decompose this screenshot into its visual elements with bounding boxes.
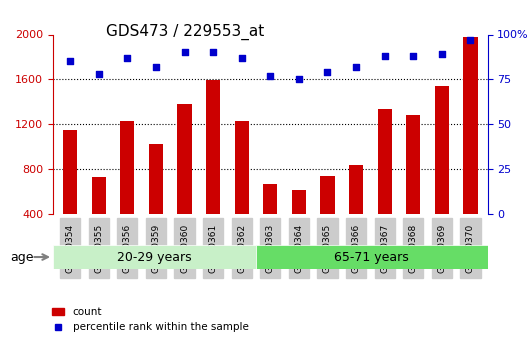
Bar [92, 177, 106, 259]
Point [381, 53, 389, 59]
Point [266, 73, 275, 79]
Bar [320, 176, 334, 259]
Bar [178, 104, 192, 259]
Point [123, 55, 131, 61]
Point [295, 77, 303, 82]
Text: 65-71 years: 65-71 years [334, 250, 409, 264]
Point [409, 53, 418, 59]
Point [237, 55, 246, 61]
Bar [292, 190, 306, 259]
Bar [149, 144, 163, 259]
Bar [206, 80, 220, 259]
Bar [463, 37, 478, 259]
Point [209, 50, 217, 55]
Bar [406, 115, 420, 259]
Point [323, 69, 332, 75]
Bar [435, 86, 449, 259]
Point [352, 64, 360, 70]
Point [180, 50, 189, 55]
Point [438, 51, 446, 57]
FancyBboxPatch shape [53, 245, 256, 269]
Bar [63, 130, 77, 259]
Text: age: age [11, 250, 34, 264]
Bar [235, 121, 249, 259]
Text: 20-29 years: 20-29 years [117, 250, 192, 264]
Text: GDS473 / 229553_at: GDS473 / 229553_at [107, 24, 264, 40]
Bar [349, 165, 363, 259]
Point [152, 64, 160, 70]
FancyBboxPatch shape [256, 245, 488, 269]
Bar [263, 184, 277, 259]
Bar [377, 108, 392, 259]
Point [66, 59, 74, 64]
Bar [120, 121, 135, 259]
Point [94, 71, 103, 77]
Legend: count, percentile rank within the sample: count, percentile rank within the sample [48, 303, 253, 336]
Point [466, 37, 475, 43]
